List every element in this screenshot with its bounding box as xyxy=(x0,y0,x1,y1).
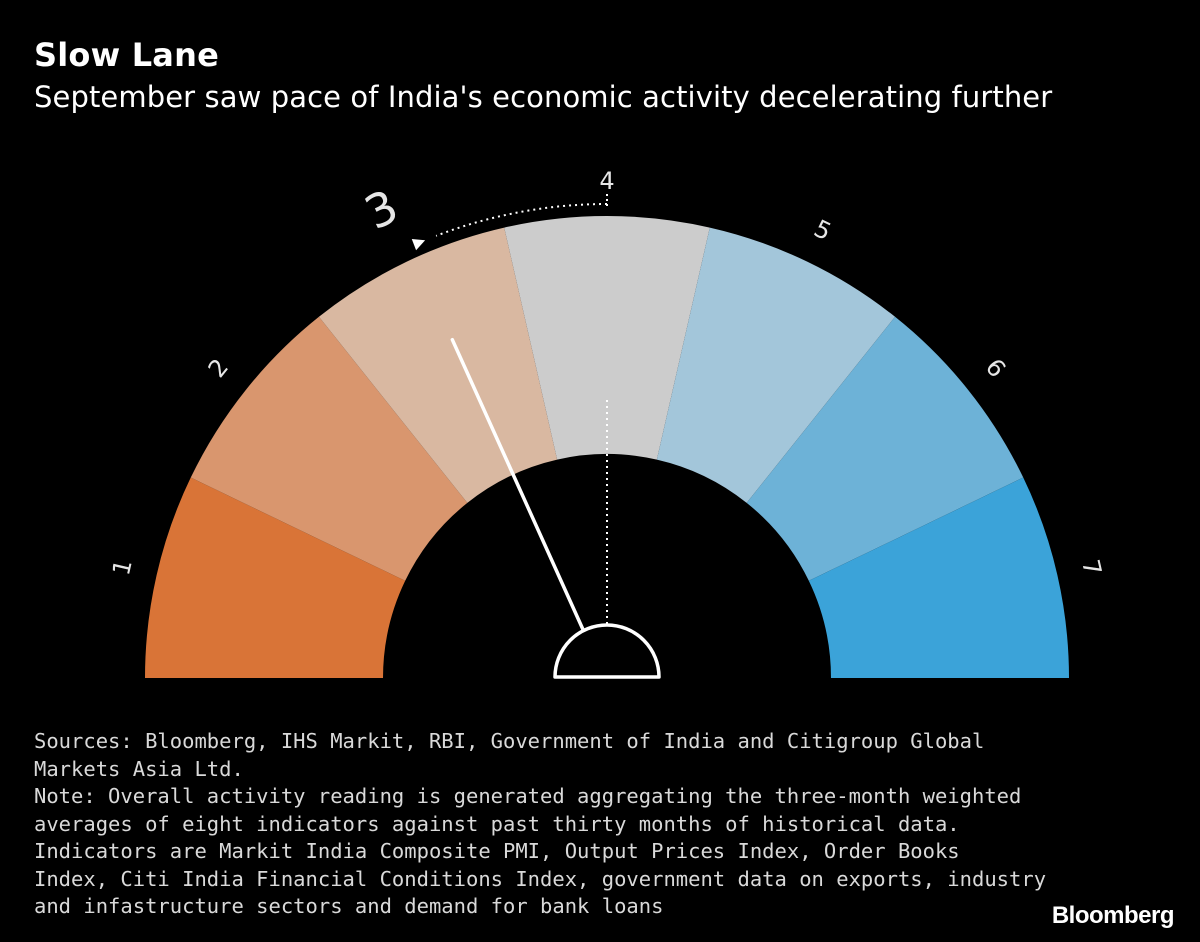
footnote-line: Markets Asia Ltd. xyxy=(34,756,244,781)
footnote-line: and infastructure sectors and demand for… xyxy=(34,894,664,918)
gauge-tick-label-7: 7 xyxy=(1076,557,1107,578)
footnote-line: averages of eight indicators against pas… xyxy=(34,811,960,836)
gauge-marks xyxy=(411,192,661,679)
gauge-tick-label-6: 6 xyxy=(980,353,1011,382)
gauge-segment-5 xyxy=(656,227,896,503)
footnotes: Sources: Bloomberg, IHS Markit, RBI, Gov… xyxy=(34,728,1047,921)
bloomberg-logo: Bloomberg xyxy=(1051,902,1175,929)
gauge-needle xyxy=(450,337,587,636)
gauge-tick-label-1: 1 xyxy=(107,557,138,578)
gauge-needle-hub xyxy=(553,623,661,679)
gauge-tick-label-5: 5 xyxy=(810,214,836,246)
gauge-segments xyxy=(145,215,1069,678)
footnote-line: Index, Citi India Financial Conditions I… xyxy=(34,866,1047,891)
gauge-segment-1 xyxy=(145,477,406,678)
gauge-segment-2 xyxy=(190,316,468,581)
gauge-tick-label-3: 3 xyxy=(356,179,406,240)
chart-title: Slow Lane xyxy=(34,36,219,74)
gauge-segment-6 xyxy=(746,316,1024,581)
gauge-segment-3 xyxy=(318,227,558,503)
gauge-tick-label-4: 4 xyxy=(599,167,614,195)
footnote-line: Note: Overall activity reading is genera… xyxy=(34,784,1022,808)
gauge-tick-label-2: 2 xyxy=(203,353,234,382)
chart-subtitle: September saw pace of India's economic a… xyxy=(34,80,1053,114)
gauge-segment-7 xyxy=(808,477,1069,678)
footnote-line: Sources: Bloomberg, IHS Markit, RBI, Gov… xyxy=(34,729,985,753)
change-arrow-arc xyxy=(435,203,608,237)
change-arrowhead xyxy=(411,239,426,251)
gauge-segment-4 xyxy=(504,215,710,460)
footnote-line: Indicators are Markit India Composite PM… xyxy=(34,839,960,863)
